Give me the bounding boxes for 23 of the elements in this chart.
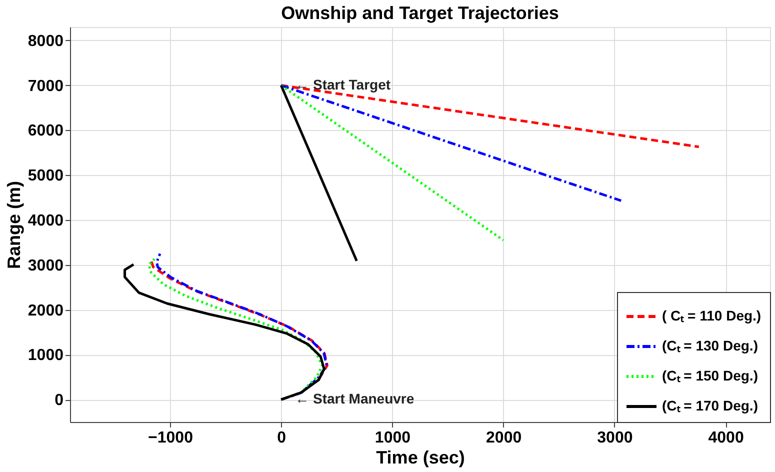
legend-label: (Cₜ = 170 Deg.) bbox=[662, 398, 758, 414]
y-axis-title: Range (m) bbox=[4, 180, 24, 270]
legend-label: ( Cₜ = 110 Deg.) bbox=[662, 308, 762, 324]
y-tick-label: 2000 bbox=[28, 302, 64, 320]
x-tick-label: 3000 bbox=[597, 430, 633, 446]
x-axis-title: Time (sec) bbox=[376, 448, 465, 468]
y-tick-label: 4000 bbox=[28, 212, 64, 230]
x-tick-label: −1000 bbox=[148, 430, 194, 446]
annotation: ← Start Maneuvre bbox=[295, 390, 414, 407]
y-tick-label: 1000 bbox=[28, 347, 64, 364]
x-tick-label: 2000 bbox=[486, 430, 522, 446]
y-tick-label: 6000 bbox=[28, 122, 64, 140]
y-tick-label: 5000 bbox=[28, 168, 64, 185]
chart-title: Ownship and Target Trajectories bbox=[281, 3, 559, 23]
y-tick-label: 7000 bbox=[28, 78, 64, 95]
x-tick-label: 0 bbox=[277, 430, 286, 446]
y-tick-label: 8000 bbox=[28, 32, 64, 50]
legend-label: (Cₜ = 150 Deg.) bbox=[662, 368, 758, 384]
y-tick-label: 0 bbox=[54, 392, 64, 410]
y-tick-label: 3000 bbox=[28, 257, 64, 274]
legend-label: (Cₜ = 130 Deg.) bbox=[662, 338, 758, 354]
x-tick-label: 1000 bbox=[374, 430, 411, 446]
x-tick-label: 4000 bbox=[708, 430, 744, 446]
